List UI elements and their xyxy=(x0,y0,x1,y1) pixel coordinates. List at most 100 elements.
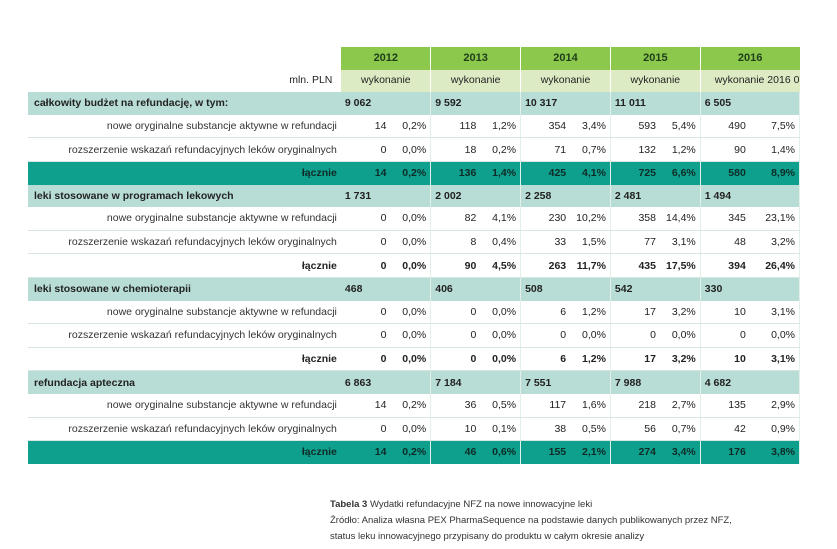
value-cell: 46 xyxy=(430,440,481,464)
percent-cell: 0,0% xyxy=(390,347,432,372)
caption-table-label: Tabela 3 xyxy=(330,499,368,510)
row-label: całkowity budżet na refundację, w tym: xyxy=(28,92,341,115)
value-cell: 17 xyxy=(610,300,660,325)
value-cell: 10 xyxy=(700,347,750,372)
percent-cell: 4,1% xyxy=(570,161,611,185)
percent-cell: 3,8% xyxy=(749,440,800,464)
value-cell: 18 xyxy=(430,137,481,162)
percent-cell: 26,4% xyxy=(749,253,800,278)
percent-cell: 0,4% xyxy=(480,230,522,255)
value-cell: 8 xyxy=(430,230,481,255)
percent-cell xyxy=(749,92,800,115)
value-cell: 11 011 xyxy=(610,92,660,115)
detail-row: rozszerzenie wskazań refundacyjnych lekó… xyxy=(28,417,800,442)
percent-cell: 14,4% xyxy=(659,207,701,231)
type-header: wykonanie xyxy=(430,69,521,93)
value-cell: 0 xyxy=(340,137,391,162)
percent-cell xyxy=(749,277,800,301)
percent-cell: 3,2% xyxy=(659,347,701,372)
percent-cell xyxy=(570,370,611,394)
value-cell: 7 184 xyxy=(430,370,481,394)
percent-cell: 3,1% xyxy=(749,347,800,372)
percent-cell: 0,0% xyxy=(749,323,800,348)
detail-row: nowe oryginalne substancje aktywne w ref… xyxy=(28,300,800,325)
percent-cell: 1,6% xyxy=(570,393,611,418)
type-header: wykonanie xyxy=(340,69,431,93)
percent-cell xyxy=(659,370,701,394)
value-cell: 0 xyxy=(430,300,481,325)
row-label: łącznie xyxy=(28,347,341,372)
detail-row: rozszerzenie wskazań refundacyjnych lekó… xyxy=(28,230,800,255)
value-cell: 135 xyxy=(700,393,750,418)
total-row: łącznie 14 0,2% 46 0,6% 155 2,1% 274 3,4% 176 3,8% xyxy=(28,440,800,464)
value-cell: 345 xyxy=(700,207,750,231)
percent-cell: 0,0% xyxy=(480,300,522,325)
type-header: wykonanie 2016 07 xyxy=(699,69,800,93)
value-cell: 10 xyxy=(430,417,481,442)
value-cell: 490 xyxy=(700,114,750,139)
row-label: rozszerzenie wskazań refundacyjnych lekó… xyxy=(28,230,341,255)
value-cell: 354 xyxy=(520,114,571,139)
percent-cell: 8,9% xyxy=(749,161,800,185)
value-cell: 90 xyxy=(430,253,481,278)
year-header: 2013 xyxy=(430,47,521,70)
caption-title-line: Tabela 3 Wydatki refundacyjne NFZ na now… xyxy=(330,497,732,513)
total-row: łącznie 0 0,0% 90 4,5% 263 11,7% 435 17,5% 394 26,… xyxy=(28,253,800,278)
percent-cell: 1,4% xyxy=(749,137,800,162)
value-cell: 468 xyxy=(340,277,391,301)
percent-cell: 4,1% xyxy=(480,207,522,231)
percent-cell xyxy=(659,277,701,301)
value-cell: 176 xyxy=(700,440,750,464)
row-label: nowe oryginalne substancje aktywne w ref… xyxy=(28,207,341,231)
value-cell: 10 xyxy=(700,300,750,325)
percent-cell xyxy=(480,277,522,301)
percent-cell: 0,0% xyxy=(390,207,432,231)
value-cell: 56 xyxy=(610,417,660,442)
section-row: całkowity budżet na refundację, w tym: 9 … xyxy=(28,92,800,115)
percent-cell: 0,7% xyxy=(659,417,701,442)
percent-cell: 0,0% xyxy=(390,417,432,442)
value-cell: 155 xyxy=(520,440,571,464)
value-cell: 7 551 xyxy=(520,370,571,394)
row-label: łącznie xyxy=(28,440,341,464)
value-cell: 0 xyxy=(700,323,750,348)
year-header: 2014 xyxy=(520,47,611,70)
percent-cell xyxy=(570,92,611,115)
value-cell: 0 xyxy=(340,323,391,348)
year-header: 2016 xyxy=(699,47,800,70)
percent-cell: 3,2% xyxy=(659,300,701,325)
percent-cell: 0,5% xyxy=(480,393,522,418)
percent-cell: 0,6% xyxy=(480,440,522,464)
caption-source-line-1: Źródło: Analiza własna PEX PharmaSequenc… xyxy=(330,515,732,526)
row-label: łącznie xyxy=(28,161,341,185)
percent-cell: 0,9% xyxy=(749,417,800,442)
value-cell: 425 xyxy=(520,161,571,185)
value-cell: 9 062 xyxy=(340,92,391,115)
total-row: łącznie 14 0,2% 136 1,4% 425 4,1% 725 6,6% 580 8,9… xyxy=(28,161,800,185)
value-cell: 218 xyxy=(610,393,660,418)
type-header-row: mln. PLN wykonanie wykonanie wykonanie w… xyxy=(28,69,800,93)
percent-cell: 0,0% xyxy=(659,323,701,348)
percent-cell: 2,9% xyxy=(749,393,800,418)
value-cell: 38 xyxy=(520,417,571,442)
row-label: rozszerzenie wskazań refundacyjnych lekó… xyxy=(28,137,341,162)
section-row: refundacja apteczna 6 863 7 184 7 551 7 988 4… xyxy=(28,370,800,394)
value-cell: 0 xyxy=(340,207,391,231)
percent-cell xyxy=(659,92,701,115)
percent-cell xyxy=(749,370,800,394)
value-cell: 330 xyxy=(700,277,750,301)
percent-cell xyxy=(570,277,611,301)
percent-cell: 0,0% xyxy=(390,300,432,325)
value-cell: 0 xyxy=(340,417,391,442)
value-cell: 82 xyxy=(430,207,481,231)
value-cell: 33 xyxy=(520,230,571,255)
percent-cell: 0,5% xyxy=(570,417,611,442)
value-cell: 0 xyxy=(340,347,391,372)
percent-cell: 3,1% xyxy=(749,300,800,325)
percent-cell xyxy=(749,184,800,208)
value-cell: 132 xyxy=(610,137,660,162)
value-cell: 0 xyxy=(610,323,660,348)
value-cell: 42 xyxy=(700,417,750,442)
row-label: leki stosowane w programach lekowych xyxy=(28,184,341,208)
value-cell: 394 xyxy=(700,253,750,278)
